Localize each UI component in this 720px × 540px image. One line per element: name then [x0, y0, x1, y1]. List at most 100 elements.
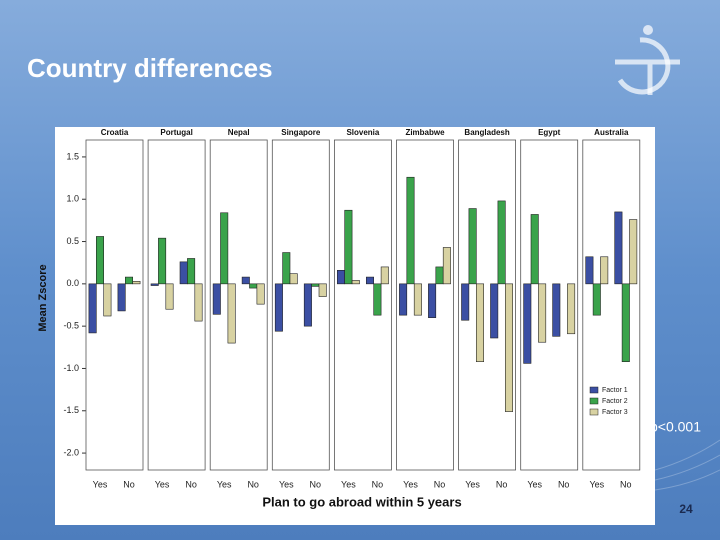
- bar: [380, 266, 389, 285]
- bar: [365, 276, 374, 285]
- panel: [333, 139, 392, 471]
- legend-label: Factor 1: [602, 387, 628, 394]
- bar: [303, 283, 312, 327]
- bar: [103, 283, 112, 317]
- x-tick-label: No: [247, 479, 259, 489]
- y-tick-label: 1.0: [66, 194, 79, 204]
- bar: [592, 283, 601, 316]
- bar: [249, 283, 258, 289]
- facet-label: Portugal: [160, 128, 192, 137]
- legend-swatch: [589, 397, 599, 405]
- bar: [442, 247, 451, 285]
- bar: [585, 256, 594, 285]
- legend-label: Factor 2: [602, 398, 628, 405]
- x-tick-label: No: [185, 479, 197, 489]
- bar: [504, 283, 513, 412]
- x-tick-label: Yes: [589, 479, 604, 489]
- bar: [530, 214, 539, 285]
- x-axis-label: Plan to go abroad within 5 years: [262, 494, 461, 509]
- bar: [117, 283, 126, 312]
- y-tick-label: -0.5: [63, 321, 79, 331]
- legend-label: Factor 3: [602, 409, 628, 416]
- bar: [194, 283, 203, 322]
- logo: [615, 25, 680, 95]
- x-tick-label: Yes: [403, 479, 418, 489]
- y-tick-label: 0.5: [66, 236, 79, 246]
- slide-title: Country differences: [27, 53, 273, 83]
- bar: [621, 283, 630, 362]
- bar: [212, 283, 221, 315]
- y-tick-label: -1.5: [63, 405, 79, 415]
- x-tick-label: No: [434, 479, 446, 489]
- bar: [552, 283, 561, 337]
- bar: [158, 237, 167, 285]
- x-tick-label: Yes: [341, 479, 356, 489]
- x-tick-label: No: [310, 479, 322, 489]
- x-tick-label: Yes: [93, 479, 108, 489]
- bar: [629, 219, 638, 285]
- bar: [344, 209, 353, 285]
- bar: [351, 280, 360, 285]
- bar: [406, 176, 415, 285]
- x-tick-label: Yes: [279, 479, 294, 489]
- bar: [497, 200, 506, 285]
- x-tick-label: No: [558, 479, 570, 489]
- decoration: [654, 439, 720, 491]
- bar: [274, 283, 283, 332]
- bar: [289, 273, 298, 285]
- facet-label: Croatia: [101, 128, 129, 137]
- bar: [523, 283, 532, 364]
- bar: [567, 283, 576, 335]
- facet-label: Singapore: [281, 128, 321, 137]
- bar: [490, 283, 499, 339]
- y-tick-label: -2.0: [63, 447, 79, 457]
- facet-label: Egypt: [538, 128, 561, 137]
- bar: [220, 212, 229, 285]
- x-tick-label: No: [620, 479, 632, 489]
- x-tick-label: Yes: [155, 479, 170, 489]
- legend-swatch: [589, 386, 599, 394]
- facet-label: Bangladesh: [464, 128, 509, 137]
- bar: [435, 266, 444, 285]
- bar: [413, 283, 422, 316]
- y-tick-label: -1.0: [63, 363, 79, 373]
- bar: [125, 276, 134, 285]
- bar: [150, 283, 159, 286]
- y-tick-label: 1.5: [66, 151, 79, 161]
- panel: [582, 139, 641, 471]
- facet-label: Zimbabwe: [405, 128, 445, 137]
- annotation: p<0.001: [650, 419, 701, 435]
- x-tick-label: No: [123, 479, 135, 489]
- x-tick-label: Yes: [465, 479, 480, 489]
- bar: [256, 283, 265, 305]
- bar: [475, 283, 484, 362]
- x-tick-label: Yes: [217, 479, 232, 489]
- bar: [373, 283, 382, 316]
- bar: [227, 283, 236, 344]
- bar: [399, 283, 408, 316]
- bar: [600, 256, 609, 285]
- bar: [614, 211, 623, 285]
- bar: [88, 283, 97, 334]
- bar: [538, 283, 547, 343]
- bar: [96, 236, 105, 285]
- bar: [132, 281, 141, 285]
- facet-label: Slovenia: [346, 128, 379, 137]
- bar: [311, 283, 320, 287]
- bar: [318, 283, 327, 297]
- bar: [165, 283, 174, 310]
- bar: [336, 270, 345, 285]
- bar: [282, 252, 291, 285]
- bar: [179, 261, 188, 285]
- bar: [461, 283, 470, 321]
- x-tick-label: Yes: [527, 479, 542, 489]
- plot: 1.5 1.0 0.5 0.0 -0.5 -1.0 -1.5 -2.0 Croatia Yes No…: [63, 128, 641, 489]
- facet-label: Nepal: [228, 128, 250, 137]
- y-tick-label: 0.0: [66, 278, 79, 288]
- bar: [187, 258, 196, 285]
- y-axis-label: Mean Zscore: [37, 264, 49, 331]
- x-tick-label: No: [496, 479, 508, 489]
- x-tick-label: No: [372, 479, 384, 489]
- legend-swatch: [589, 408, 599, 416]
